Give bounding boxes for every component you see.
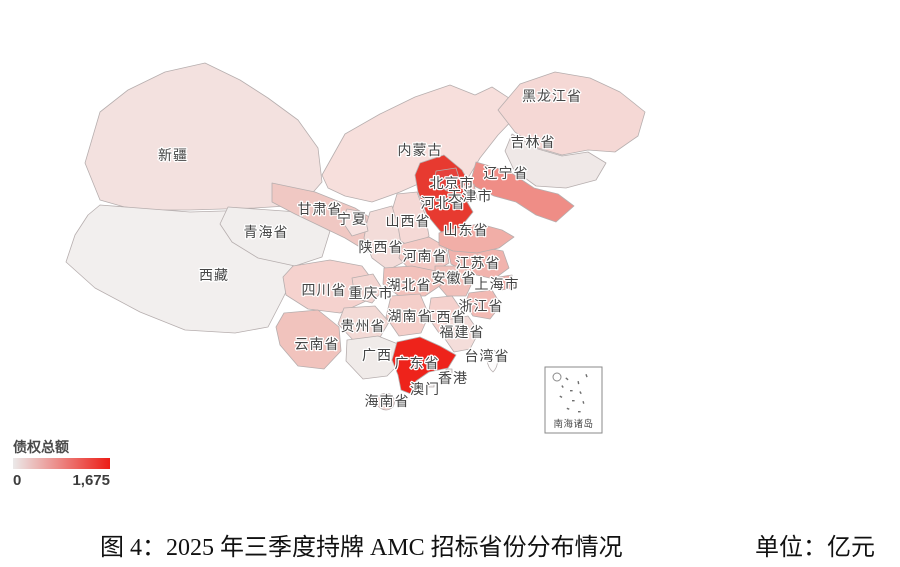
- province-label: 云南省: [295, 337, 340, 353]
- province-label: 广东省: [395, 356, 440, 372]
- legend-max-label: 1,675: [72, 472, 110, 489]
- province-label: 新疆: [158, 148, 188, 164]
- province-region: [385, 293, 430, 337]
- province-region: [498, 274, 515, 291]
- province-label: 湖北省: [387, 278, 432, 294]
- province-region: [351, 273, 384, 304]
- province-region: [486, 349, 498, 373]
- province-region: [442, 315, 480, 353]
- province-label: 甘肃省: [298, 202, 343, 218]
- province-label: 宁夏: [337, 211, 367, 228]
- inset-islands: [559, 374, 588, 413]
- province-label: 台湾省: [465, 348, 510, 365]
- province-region: [282, 259, 375, 314]
- province-region: [382, 265, 442, 297]
- province-label: 吉林省: [511, 135, 556, 151]
- province-label: 湖南省: [388, 309, 433, 325]
- figure-caption: 图 4：2025 年三季度持牌 AMC 招标省份分布情况: [100, 535, 623, 561]
- legend-min-label: 0: [13, 472, 21, 489]
- province-label: 河北省: [421, 196, 466, 212]
- legend: 债权总额 0 1,675: [13, 439, 110, 489]
- province-label: 福建省: [440, 325, 485, 341]
- province-label: 山西省: [386, 214, 431, 230]
- figure-caption-row: 图 4：2025 年三季度持牌 AMC 招标省份分布情况 单位：亿元: [100, 527, 875, 562]
- province-label: 安徽省: [432, 271, 477, 287]
- province-label: 河南省: [403, 249, 448, 265]
- province-region: [275, 309, 342, 370]
- province-label: 山东省: [444, 223, 489, 239]
- province-region: [375, 393, 395, 411]
- province-label: 北京市: [430, 175, 475, 192]
- province-label: 重庆市: [349, 285, 394, 302]
- province-region: [438, 223, 515, 254]
- province-label: 辽宁省: [484, 165, 529, 182]
- province-label: 青海省: [244, 225, 289, 241]
- province-label: 陕西省: [359, 240, 404, 256]
- province-region: [391, 336, 457, 395]
- province-label: 江苏省: [456, 256, 501, 272]
- province-region: [345, 335, 401, 380]
- province-region: [461, 183, 478, 203]
- province-label: 澳门: [410, 382, 440, 398]
- legend-gradient-bar: [13, 458, 110, 469]
- province-label: 内蒙古: [398, 143, 443, 159]
- provinces-layer: [65, 62, 646, 411]
- province-region: [464, 289, 502, 320]
- province-region: [428, 381, 435, 388]
- province-label: 上海市: [475, 276, 520, 293]
- province-label: 香港: [438, 371, 468, 387]
- province-label: 黑龙江省: [522, 89, 582, 105]
- province-label: 广西: [362, 348, 392, 364]
- province-label: 四川省: [302, 283, 347, 299]
- inset-island-ring: [552, 372, 562, 382]
- province-region: [497, 71, 646, 156]
- province-label: 海南省: [365, 394, 410, 410]
- legend-title: 债权总额: [13, 439, 69, 455]
- inset-label: 南海诸岛: [553, 418, 593, 430]
- province-label: 天津市: [448, 188, 493, 205]
- province-region: [414, 154, 474, 233]
- province-region: [433, 167, 462, 192]
- province-label: 贵州省: [341, 319, 386, 335]
- province-label: 浙江省: [459, 299, 504, 315]
- province-region: [445, 368, 453, 375]
- province-label: 江西省: [422, 310, 467, 326]
- province-region: [321, 84, 521, 203]
- unit-label: 单位：亿元: [755, 535, 875, 561]
- province-region: [504, 133, 607, 189]
- inset-box: [544, 366, 603, 434]
- south-china-sea-inset: 南海诸岛: [544, 366, 603, 434]
- province-label: 西藏: [199, 268, 229, 284]
- province-region: [469, 161, 575, 223]
- province-region: [341, 208, 369, 237]
